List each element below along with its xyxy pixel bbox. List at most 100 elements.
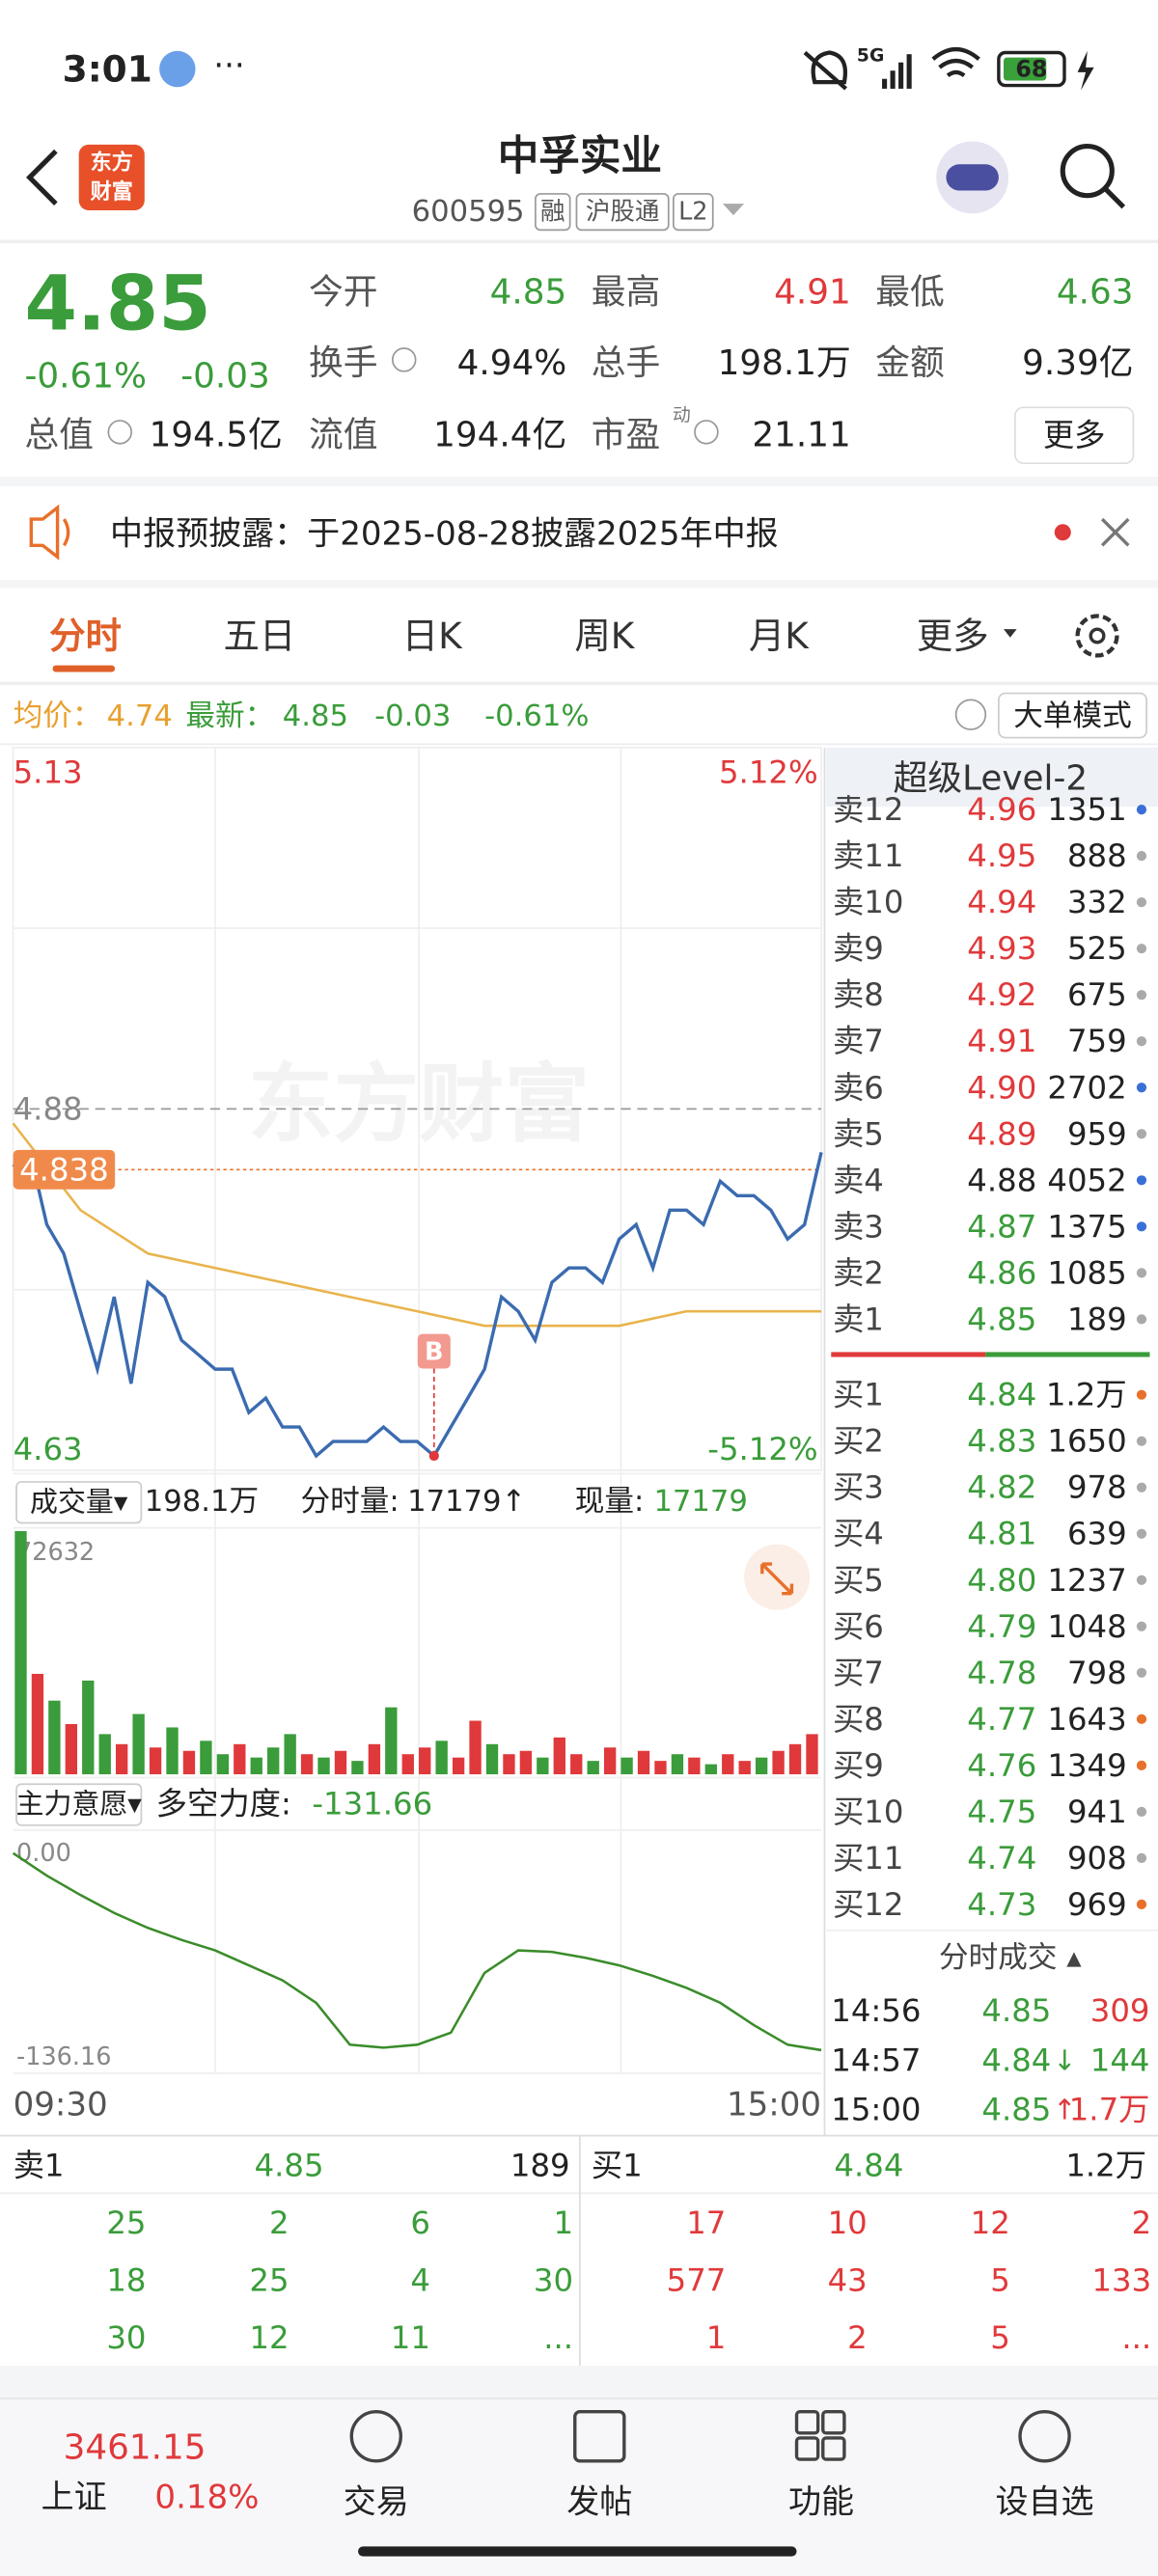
watermark: 东方财富	[248, 1055, 590, 1154]
book-order: 25	[249, 2261, 289, 2298]
book-volume: 1085	[1047, 1254, 1126, 1291]
volume-bar	[704, 1764, 717, 1775]
book-label: 买3	[833, 1469, 884, 1506]
nav-icon	[794, 2410, 820, 2435]
price-line	[12, 1149, 823, 1459]
book-volume: 1237	[1047, 1562, 1126, 1599]
book-dot	[1136, 1667, 1147, 1678]
axis-label: 5.13	[14, 754, 83, 790]
book-label: 卖5	[833, 1115, 884, 1152]
tab[interactable]: 月K	[749, 615, 810, 657]
book-label: 买11	[833, 1840, 903, 1877]
settings-icon[interactable]	[1075, 614, 1119, 658]
nav-item[interactable]: 设自选	[996, 2482, 1094, 2521]
book-volume: 1048	[1047, 1608, 1126, 1645]
volume-bar	[351, 1761, 364, 1775]
tick-volume-label: 分时量:	[300, 1485, 399, 1519]
panel-title-bg	[826, 747, 1158, 808]
tag: L2	[678, 198, 707, 227]
signal-bar	[898, 62, 904, 89]
book-volume: 1349	[1047, 1747, 1126, 1784]
tab[interactable]: 日K	[402, 615, 463, 657]
change-pct: -0.61%	[25, 356, 147, 396]
volume-bar	[688, 1757, 701, 1775]
ticks-title[interactable]: 分时成交 ▴	[939, 1941, 1082, 1975]
book-dot	[1136, 1082, 1147, 1093]
volume-bar	[31, 1673, 44, 1775]
index-value[interactable]: 3461.15	[64, 2428, 207, 2468]
book-order: 12	[249, 2319, 289, 2356]
index-pct: 0.18%	[154, 2478, 259, 2516]
nav-item[interactable]: 发帖	[566, 2482, 632, 2521]
back-button[interactable]	[26, 149, 58, 206]
book-volume: 639	[1067, 1516, 1127, 1552]
info-icon	[694, 420, 719, 445]
book-order: 1	[553, 2205, 573, 2241]
tab[interactable]: 分时	[49, 615, 122, 657]
book-volume: 2702	[1047, 1069, 1126, 1106]
close-icon[interactable]	[1100, 517, 1130, 547]
book-volume: 525	[1067, 930, 1127, 967]
indicator-menu[interactable]: 主力意愿▾	[16, 1788, 143, 1821]
nav-item[interactable]: 交易	[344, 2482, 409, 2521]
book-dot	[1136, 944, 1147, 954]
tab[interactable]: 更多	[917, 615, 989, 657]
nav-item[interactable]: 功能	[788, 2482, 854, 2521]
book-order: 11	[391, 2319, 430, 2356]
now-volume-label: 现量:	[575, 1485, 645, 1519]
book-price: 4.73	[967, 1886, 1036, 1923]
book-label: 买12	[833, 1886, 903, 1923]
indicator-line	[12, 1851, 822, 2052]
quote-label: 今开	[309, 273, 377, 313]
marker-dot	[428, 1450, 439, 1462]
search-icon[interactable]	[1060, 143, 1115, 199]
book-order: 10	[828, 2205, 868, 2241]
index-name: 上证	[41, 2478, 107, 2516]
book-volume: 1643	[1047, 1701, 1126, 1738]
latest-change: -0.03	[374, 699, 451, 733]
avg-value: 4.74	[107, 699, 173, 733]
volume-bar	[806, 1734, 818, 1775]
time-end: 15:00	[727, 2085, 821, 2124]
panel-title: 超级Level-2	[894, 759, 1088, 799]
book-price: 4.81	[967, 1516, 1036, 1552]
tab[interactable]: 五日	[224, 615, 296, 657]
quote-label: 换手	[309, 343, 377, 383]
volume-bar	[216, 1754, 230, 1775]
latest-value: 4.85	[283, 699, 348, 733]
more-button-text[interactable]: 更多	[1043, 417, 1106, 453]
volume-max: 72632	[16, 1538, 95, 1567]
quote-label: 最高	[592, 273, 660, 313]
current-tag	[13, 1149, 116, 1190]
volume-bar	[738, 1761, 751, 1775]
tick-time: 14:57	[831, 2042, 921, 2078]
tick-volume: 17179↑	[407, 1485, 526, 1519]
help-icon	[954, 699, 987, 730]
avg-label: 均价：	[14, 699, 102, 733]
book-label: 卖10	[833, 884, 903, 920]
nav-icon	[821, 2436, 846, 2461]
divider-red	[831, 1352, 986, 1357]
nav-icon	[1018, 2410, 1071, 2463]
tag: 沪股通	[586, 198, 660, 227]
book-volume: 332	[1067, 884, 1127, 920]
book-order: ...	[1121, 2319, 1151, 2356]
book-price: 4.85	[967, 1301, 1036, 1337]
quote-label: 流值	[309, 416, 377, 455]
signal-bar	[890, 70, 896, 89]
tick-arrow: ↑	[1053, 2093, 1076, 2125]
book-side: 买1	[592, 2147, 643, 2183]
book-label: 卖11	[833, 837, 903, 874]
nav-icon	[349, 2410, 403, 2463]
mode-button[interactable]: 大单模式	[1013, 699, 1131, 733]
tab[interactable]: 周K	[574, 615, 635, 657]
volume-bar	[503, 1754, 515, 1775]
book-price: 4.85	[255, 2147, 324, 2183]
book-dot	[1136, 1129, 1147, 1139]
quote-label: 金额	[875, 343, 944, 383]
volume-menu[interactable]: 成交量▾	[30, 1485, 128, 1518]
book-order: 30	[534, 2261, 573, 2298]
quote-value: 4.63	[1057, 273, 1134, 313]
book-price: 4.92	[967, 976, 1036, 1013]
book-price: 4.78	[967, 1655, 1036, 1691]
